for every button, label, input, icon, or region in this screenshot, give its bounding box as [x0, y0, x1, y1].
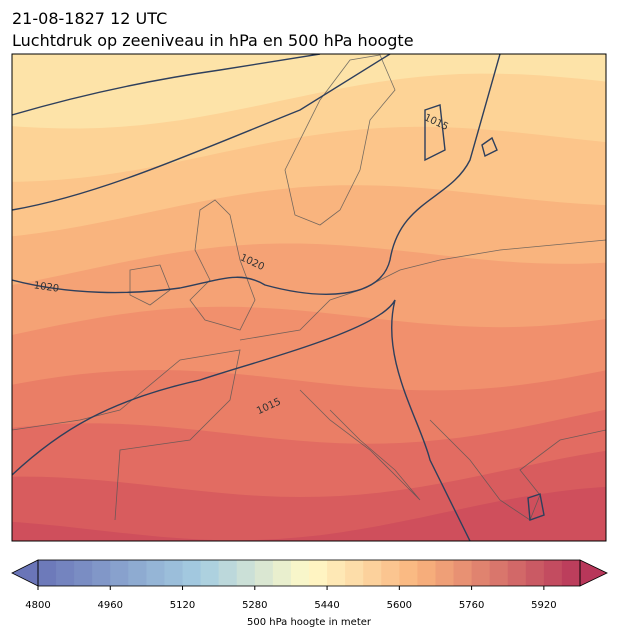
- map-title: Luchtdruk op zeeniveau in hPa en 500 hPa…: [12, 31, 414, 50]
- colorbar-segment: [38, 560, 57, 586]
- colorbar-segment: [236, 560, 256, 586]
- isobar: [527, 493, 545, 521]
- colorbar-tick-label: 5120: [170, 600, 195, 611]
- isobar: [12, 299, 471, 541]
- colorbar-tick-label: 5440: [314, 600, 339, 611]
- colorbar-label: 500 hPa hoogte in meter: [247, 617, 372, 628]
- isobars: [12, 54, 545, 541]
- colorbar-extend-high: [579, 559, 608, 587]
- contour-label: 1020: [33, 280, 60, 294]
- colorbar-segment: [182, 560, 202, 586]
- north-coast: [239, 239, 606, 341]
- colorbar: 4800 4960 5120 5280 5440 5600 5760 5920: [11, 559, 608, 611]
- colorbar-segment: [453, 560, 473, 586]
- balkans: [429, 419, 606, 521]
- height-band: [12, 486, 606, 541]
- colorbar-segment: [290, 560, 310, 586]
- colorbar-segment: [272, 560, 292, 586]
- isobar: [12, 54, 391, 211]
- map-frame: [11, 53, 607, 542]
- italy: [299, 389, 421, 501]
- britain: [189, 199, 256, 331]
- colorbar-tick-label: 5280: [242, 600, 267, 611]
- colorbar-segment: [435, 560, 455, 586]
- colorbar-tick-label: 5760: [459, 600, 484, 611]
- map: [12, 54, 606, 541]
- colorbar-segment: [164, 560, 184, 586]
- colorbar-segment: [254, 560, 274, 586]
- colorbar-segment: [146, 560, 165, 586]
- colorbar-segment: [110, 560, 129, 586]
- colorbar-segment: [417, 560, 436, 586]
- colorbar-segment: [345, 560, 364, 586]
- coastlines: [12, 54, 606, 521]
- ireland: [129, 264, 171, 306]
- date-title: 21-08-1827 12 UTC: [12, 9, 167, 28]
- colorbar-segment: [74, 560, 93, 586]
- colorbar-tick-label: 5920: [531, 600, 556, 611]
- colorbar-segment: [399, 560, 418, 586]
- scandinavia: [284, 54, 396, 226]
- colorbar-segment: [92, 560, 111, 586]
- colorbar-segment: [200, 560, 220, 586]
- colorbar-tick-label: 4960: [98, 600, 123, 611]
- colorbar-tick-label: 5600: [387, 600, 412, 611]
- colorbar-segment: [381, 560, 400, 586]
- colorbar-segment: [218, 560, 238, 586]
- colorbar-segment: [327, 560, 346, 586]
- colorbar-tick-label: 4800: [25, 600, 50, 611]
- colorbar-segment: [543, 560, 563, 586]
- colorbar-segment: [56, 560, 75, 586]
- colorbar-segment: [561, 560, 581, 586]
- isobar: [12, 54, 321, 116]
- colorbar-frame: [37, 559, 581, 587]
- colorbar-extend-low: [11, 559, 39, 587]
- isobar: [12, 54, 501, 295]
- colorbar-segment: [507, 560, 527, 586]
- colorbar-segment: [363, 560, 382, 586]
- colorbar-segment: [309, 560, 328, 586]
- colorbar-segment: [525, 560, 545, 586]
- isobar: [424, 104, 446, 162]
- colorbar-segment: [471, 560, 491, 586]
- colorbar-segment: [489, 560, 509, 586]
- isobar: [481, 136, 498, 158]
- colorbar-segment: [128, 560, 147, 586]
